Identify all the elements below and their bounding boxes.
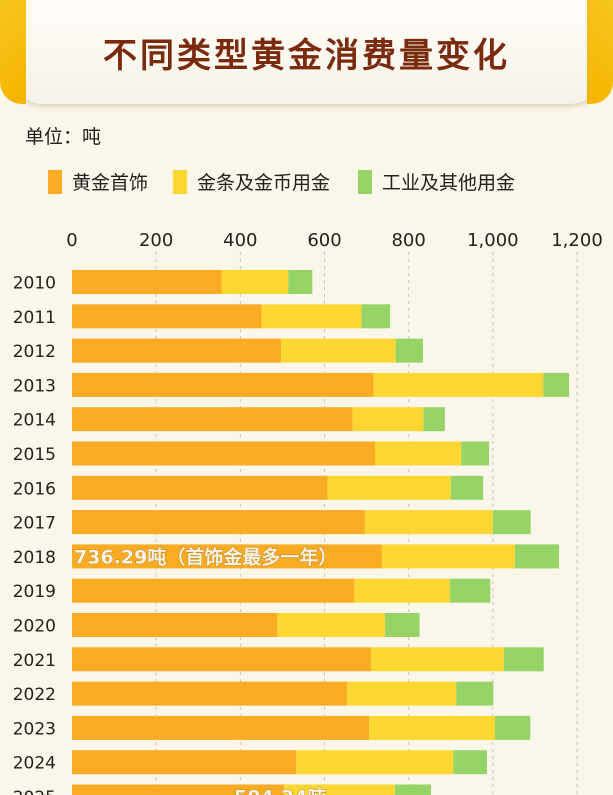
bar-segment-bars-coins bbox=[296, 750, 454, 775]
x-tick-label: 800 bbox=[391, 230, 425, 251]
bar-segment-jewelry bbox=[72, 784, 285, 795]
bar-segment-bars-coins bbox=[327, 475, 451, 500]
bar-segment-jewelry bbox=[72, 681, 348, 706]
bar-segment-bars-coins bbox=[375, 441, 462, 466]
x-tick-label: 0 bbox=[66, 230, 77, 251]
bar-segment-industrial bbox=[449, 578, 491, 603]
bar-segment-industrial bbox=[503, 647, 544, 672]
bar-segment-industrial bbox=[453, 750, 487, 775]
x-tick-label: 1,000 bbox=[467, 230, 519, 251]
legend-item-industrial: 工业及其他用金 bbox=[358, 168, 515, 195]
bar-segment-industrial bbox=[361, 304, 391, 329]
bar-segment-industrial bbox=[494, 715, 531, 740]
bar-segment-industrial bbox=[514, 544, 560, 569]
title-banner bbox=[8, 0, 605, 104]
x-tick-label: 200 bbox=[139, 230, 173, 251]
bar-segment-bars-coins bbox=[221, 270, 289, 294]
y-category-label: 2024 bbox=[13, 754, 56, 774]
y-category-label: 2013 bbox=[13, 376, 56, 396]
bar-segment-bars-coins bbox=[352, 407, 424, 432]
legend-item-bars-coins: 金条及金币用金 bbox=[173, 168, 330, 195]
bar-segment-industrial bbox=[456, 681, 494, 706]
y-category-label: 2012 bbox=[13, 342, 56, 362]
y-category-label: 2023 bbox=[13, 719, 56, 739]
legend-swatch-bars-coins bbox=[173, 169, 187, 194]
y-category-label: 2022 bbox=[13, 685, 56, 705]
y-category-label: 2011 bbox=[13, 308, 56, 328]
bar-segment-industrial bbox=[450, 475, 484, 500]
legend-swatch-industrial bbox=[358, 169, 372, 194]
x-tick-label: 600 bbox=[307, 230, 341, 251]
bar-segment-industrial bbox=[492, 510, 531, 535]
bar-segment-bars-coins bbox=[261, 304, 362, 329]
bar-segment-bars-coins bbox=[281, 338, 396, 363]
legend-label-jewelry: 黄金首饰 bbox=[72, 172, 149, 194]
bar-segment-jewelry bbox=[72, 407, 353, 432]
bar-segment-bars-coins bbox=[284, 784, 395, 795]
y-category-label: 2025 bbox=[13, 788, 56, 795]
bar-segment-jewelry bbox=[72, 544, 382, 569]
y-category-label: 2019 bbox=[13, 582, 56, 602]
bar-segment-jewelry bbox=[72, 475, 328, 500]
bar-segment-jewelry bbox=[72, 441, 375, 466]
bar-segment-industrial bbox=[543, 372, 570, 397]
bar-annotation: 736.29吨（首饰金最多一年） bbox=[74, 545, 337, 568]
y-category-label: 2020 bbox=[13, 617, 56, 637]
bar-segment-jewelry bbox=[72, 647, 372, 672]
bar-segment-jewelry bbox=[72, 338, 282, 363]
bar-annotation: 504.24吨 bbox=[234, 786, 326, 795]
bar-segment-bars-coins bbox=[381, 544, 515, 569]
bar-segment-industrial bbox=[461, 441, 490, 466]
x-tick-label: 400 bbox=[223, 230, 257, 251]
bar-segment-industrial bbox=[423, 407, 445, 432]
chart-title: 不同类型黄金消费量变化 bbox=[103, 36, 510, 76]
unit-label: 单位：吨 bbox=[25, 126, 102, 148]
bar-segment-industrial bbox=[395, 338, 423, 363]
bar-segment-bars-coins bbox=[354, 578, 450, 603]
y-category-label: 2018 bbox=[13, 548, 56, 568]
legend-label-industrial: 工业及其他用金 bbox=[382, 172, 516, 194]
banner-corner-right bbox=[587, 0, 613, 104]
bar-segment-jewelry bbox=[72, 510, 365, 535]
bar-segment-bars-coins bbox=[364, 510, 493, 535]
bar-segment-bars-coins bbox=[347, 681, 457, 706]
bar-segment-jewelry bbox=[72, 270, 222, 294]
legend-swatch-jewelry bbox=[48, 169, 62, 194]
y-category-label: 2016 bbox=[13, 479, 56, 499]
bar-segment-jewelry bbox=[72, 613, 278, 637]
x-tick-label: 1,200 bbox=[551, 230, 603, 251]
bar-segment-industrial bbox=[288, 270, 313, 294]
bar-segment-industrial bbox=[394, 784, 432, 795]
y-category-label: 2014 bbox=[13, 411, 56, 431]
bar-segment-jewelry bbox=[72, 304, 262, 329]
y-category-label: 2015 bbox=[13, 445, 56, 465]
bar-segment-bars-coins bbox=[277, 613, 386, 637]
bar-segment-industrial bbox=[385, 613, 420, 637]
banner-corner-left bbox=[0, 0, 26, 104]
bar-segment-jewelry bbox=[72, 715, 370, 740]
y-category-label: 2010 bbox=[13, 274, 56, 294]
bar-segment-jewelry bbox=[72, 750, 297, 775]
bar-segment-jewelry bbox=[72, 578, 355, 603]
legend-label-bars-coins: 金条及金币用金 bbox=[197, 172, 331, 194]
bar-segment-bars-coins bbox=[371, 647, 504, 672]
y-category-label: 2017 bbox=[13, 514, 56, 534]
bar-segment-bars-coins bbox=[369, 715, 495, 740]
legend-item-jewelry: 黄金首饰 bbox=[48, 168, 148, 195]
bar-segment-bars-coins bbox=[373, 372, 544, 397]
y-category-label: 2021 bbox=[13, 651, 56, 671]
bar-segment-jewelry bbox=[72, 372, 374, 397]
